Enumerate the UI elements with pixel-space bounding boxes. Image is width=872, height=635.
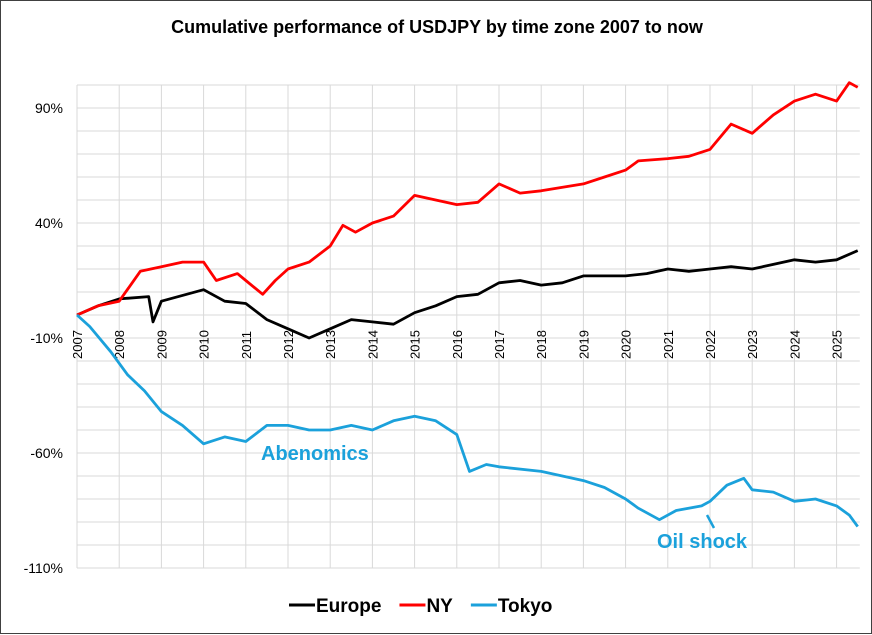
chart-title: Cumulative performance of USDJPY by time… [171, 17, 704, 37]
y-axis: 90% 40% -10% -60% -110% [24, 100, 63, 576]
annotation-abenomics: Abenomics [261, 443, 369, 465]
y-tick-label: -10% [30, 330, 63, 346]
x-tick-label: 2021 [661, 330, 676, 359]
x-axis: 2007 2008 2009 2010 2011 2012 2013 2014 2015 2016… [70, 330, 845, 359]
series-lines [76, 81, 859, 528]
x-tick-label: 2010 [197, 330, 212, 359]
y-tick-label: 40% [35, 215, 63, 231]
x-tick-label: 2013 [323, 330, 338, 359]
legend-label: Europe [316, 596, 381, 617]
legend-label: NY [426, 596, 453, 617]
annotation-oil-shock: Oil shock [657, 531, 748, 553]
y-tick-label: -110% [24, 560, 63, 576]
x-tick-label: 2019 [576, 330, 591, 359]
x-tick-label: 2024 [787, 330, 802, 359]
annotation-pointer [705, 514, 716, 529]
legend-label: Tokyo [498, 596, 553, 617]
legend: Europe NY Tokyo [289, 596, 552, 617]
x-tick-label: 2015 [408, 330, 423, 359]
x-tick-label: 2016 [450, 330, 465, 359]
series-line-europe [76, 249, 859, 340]
x-tick-label: 2025 [830, 330, 845, 359]
gridlines [76, 84, 860, 569]
x-tick-label: 2018 [534, 330, 549, 359]
x-tick-label: 2011 [239, 331, 254, 359]
x-tick-label: 2017 [492, 330, 507, 359]
y-tick-label: 90% [35, 100, 63, 116]
y-tick-label: -60% [30, 445, 63, 461]
x-tick-label: 2007 [70, 330, 85, 359]
x-tick-label: 2022 [703, 330, 718, 359]
x-tick-label: 2023 [745, 330, 760, 359]
x-tick-label: 2009 [154, 330, 169, 359]
x-tick-label: 2014 [365, 330, 380, 359]
series-line-ny [76, 81, 859, 317]
series-line-tokyo [76, 313, 859, 528]
x-tick-label: 2012 [281, 330, 296, 359]
x-tick-label: 2020 [619, 330, 634, 359]
x-tick-label: 2008 [112, 330, 127, 359]
